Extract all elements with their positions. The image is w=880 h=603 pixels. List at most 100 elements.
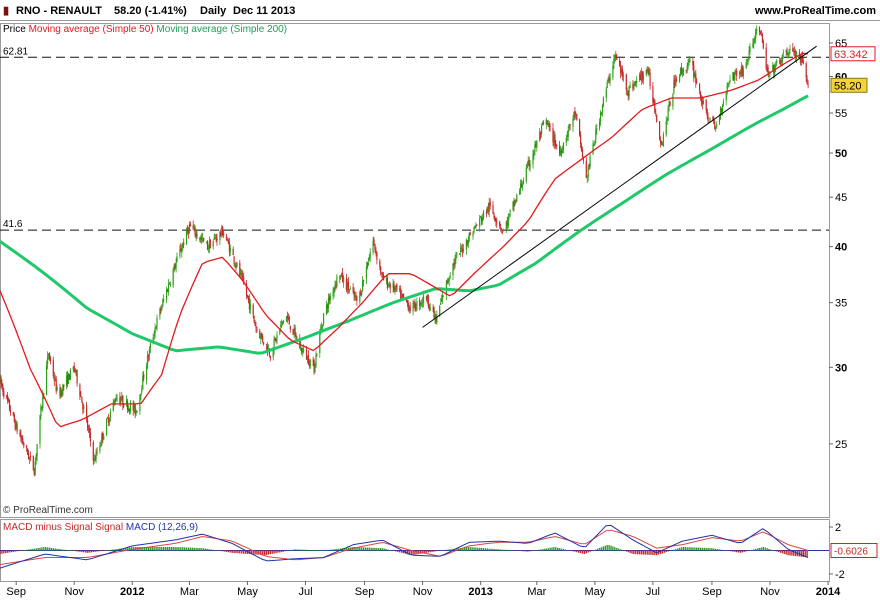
candle-body: [159, 308, 161, 317]
macd-hist-bar: [50, 547, 53, 551]
candle-body: [439, 306, 441, 316]
macd-hist-bar: [530, 550, 532, 552]
candle-body: [395, 285, 397, 288]
macd-hist-bar: [667, 550, 669, 552]
macd-hist-bar: [107, 550, 110, 551]
candle-body: [740, 65, 742, 75]
macd-hist-bar: [755, 548, 757, 551]
candle-body: [115, 399, 117, 401]
macd-hist-bar: [585, 550, 587, 554]
macd-hist-bar: [509, 550, 511, 551]
candle-body: [762, 41, 764, 49]
candle-body: [221, 227, 223, 235]
candle-body: [647, 69, 649, 72]
macd-hist-bar: [75, 550, 77, 552]
macd-hist-bar: [623, 550, 626, 551]
y-tick-label: 35: [835, 298, 847, 310]
x-tick-label: May: [237, 586, 258, 598]
candle-body: [136, 410, 138, 413]
candle-body: [113, 400, 115, 404]
candle-body: [35, 455, 37, 460]
candle-body: [455, 256, 457, 260]
candle-body: [735, 70, 737, 74]
site-link[interactable]: www.ProRealTime.com: [754, 5, 876, 17]
candle-body: [229, 248, 231, 252]
candle-body: [659, 139, 662, 144]
candle-body: [381, 272, 383, 274]
macd-hist-bar: [225, 550, 228, 552]
macd-hist-bar: [402, 550, 405, 554]
candle-body: [609, 77, 611, 81]
candle-body: [403, 293, 405, 298]
candle-body: [586, 177, 588, 179]
candle-body: [8, 399, 11, 410]
candle-body: [747, 58, 749, 62]
macd-hist-bar: [646, 550, 648, 555]
candle-body: [388, 285, 390, 287]
candle-body: [741, 67, 743, 76]
candle-body: [99, 445, 101, 452]
candle-body: [615, 54, 617, 57]
macd-hist-bar: [772, 550, 774, 551]
candle-body: [223, 234, 225, 236]
macd-hist-bar: [566, 549, 568, 551]
candle-body: [100, 443, 102, 446]
candle-body: [276, 334, 278, 341]
macd-hist-bar: [155, 547, 157, 551]
macd-hist-bar: [560, 548, 563, 551]
candle-body: [745, 62, 747, 69]
macd-hist-bar: [446, 549, 448, 551]
candle-body: [312, 360, 314, 362]
candle-body: [380, 266, 382, 274]
macd-hist-bar: [747, 550, 749, 551]
candle-body: [752, 43, 754, 48]
candle-body: [389, 283, 391, 289]
macd-hist-bar: [260, 550, 262, 555]
macd-hist-bar: [587, 550, 589, 553]
macd-hist-bar: [739, 550, 742, 553]
macd-hist-bar: [54, 548, 56, 551]
macd-hist-bar: [294, 549, 296, 551]
macd-hist-bar: [743, 550, 745, 552]
macd-hist-bar: [79, 550, 81, 552]
candle-body: [133, 405, 135, 410]
toolbar-icon[interactable]: ▮: [3, 5, 9, 17]
candle-body: [372, 240, 374, 253]
candle-body: [614, 54, 616, 60]
candle-body: [62, 385, 64, 396]
macd-hist-bar: [273, 550, 275, 554]
candle-body: [800, 56, 802, 63]
macd-hist-bar: [749, 550, 751, 551]
y-tick-label: 30: [835, 362, 847, 374]
candle-body: [249, 303, 251, 310]
macd-hist-bar: [648, 550, 650, 555]
macd-hist-bar: [216, 550, 218, 551]
candle-body: [482, 217, 484, 222]
macd-hist-bar: [640, 550, 643, 555]
macd-hist-bar: [477, 547, 479, 551]
macd-hist-bar: [182, 547, 184, 551]
candle-body: [485, 211, 487, 214]
macd-hist-bar: [762, 547, 764, 551]
candle-body: [793, 51, 795, 53]
macd-hist-bar: [463, 547, 466, 551]
candle-body: [385, 278, 387, 281]
macd-hist-bar: [307, 549, 310, 551]
candle-body: [426, 294, 428, 300]
candle-body: [699, 91, 702, 97]
candle-body: [32, 455, 34, 470]
macd-hist-bar: [201, 548, 203, 551]
macd-hist-bar: [696, 547, 698, 551]
candle-body: [260, 334, 262, 339]
macd-hist-bar: [31, 548, 34, 551]
candle-body: [7, 395, 9, 401]
macd-title-hist: MACD minus Signal: [3, 522, 92, 533]
hline-label: 62.81: [3, 46, 28, 57]
candle-body: [155, 327, 157, 330]
candle-body: [534, 144, 536, 153]
candle-body: [694, 73, 696, 77]
candle-body: [387, 284, 389, 287]
candle-body: [40, 406, 42, 416]
